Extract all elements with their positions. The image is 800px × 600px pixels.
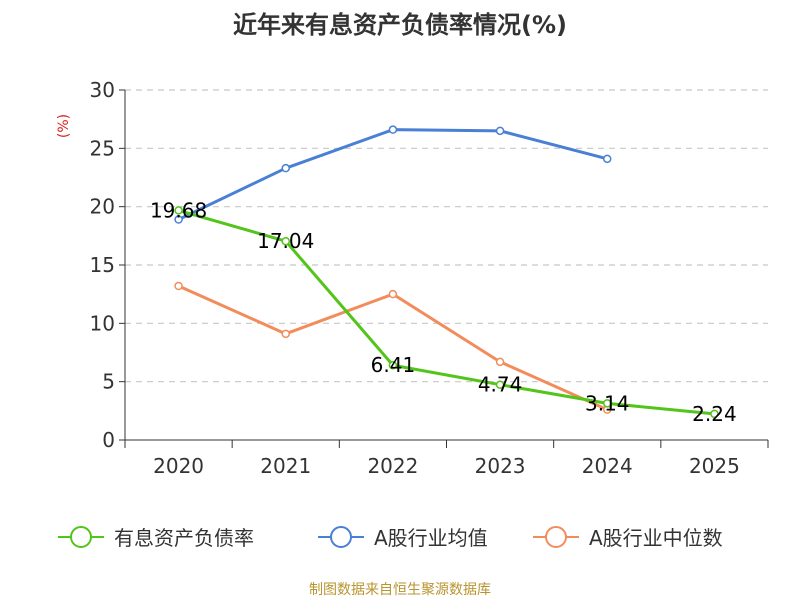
data-point[interactable] — [281, 236, 290, 246]
data-label: 6.41 — [371, 353, 416, 377]
data-point[interactable] — [174, 206, 183, 215]
y-tick-label: 0 — [102, 428, 115, 452]
data-point[interactable] — [495, 380, 505, 389]
data-label: 3.14 — [585, 391, 630, 415]
x-tick-label: 2021 — [260, 454, 311, 478]
legend-item[interactable]: A股行业均值 — [318, 526, 488, 550]
data-label: 2.24 — [692, 402, 737, 426]
y-tick-label: 25 — [90, 136, 115, 160]
data-point[interactable] — [281, 163, 290, 173]
legend-swatch-marker — [545, 526, 567, 548]
gridlines — [125, 89, 768, 383]
x-tick-label: 2022 — [367, 454, 418, 478]
legend-swatch-marker — [70, 526, 92, 548]
chart-title: 近年来有息资产负债率情况(%) — [233, 11, 567, 39]
y-axis-unit-label: (%) — [56, 114, 72, 138]
x-tick-label: 2020 — [153, 454, 204, 478]
series-lines — [174, 125, 719, 419]
data-point[interactable] — [710, 409, 719, 419]
data-point[interactable] — [495, 126, 505, 136]
data-point[interactable] — [281, 329, 290, 339]
data-label: 17.04 — [257, 229, 314, 253]
data-point[interactable] — [388, 125, 398, 134]
legend-swatch-marker — [330, 526, 352, 548]
data-point[interactable] — [388, 289, 398, 299]
data-labels: 19.68 17.04 6.41 4.74 3.14 2.24 — [150, 198, 737, 425]
y-tick-label: 10 — [90, 311, 115, 335]
data-point[interactable] — [603, 399, 612, 408]
data-point[interactable] — [495, 357, 505, 367]
legend-item[interactable]: 有息资产负债率 — [58, 526, 254, 550]
data-point[interactable] — [603, 154, 612, 164]
x-tick-label: 2024 — [582, 454, 633, 478]
y-tick-label: 20 — [90, 195, 115, 219]
x-tick-label: 2023 — [475, 454, 526, 478]
y-tick-label: 30 — [90, 78, 115, 102]
data-label: 19.68 — [150, 198, 207, 222]
data-point[interactable] — [174, 281, 183, 291]
legend[interactable]: 有息资产负债率 A股行业均值 A股行业中位数 — [58, 526, 723, 550]
y-tick-label: 5 — [102, 370, 115, 394]
data-point[interactable] — [174, 215, 183, 224]
x-tick-label: 2025 — [689, 454, 740, 478]
legend-label: A股行业中位数 — [589, 526, 723, 550]
series-line — [177, 208, 716, 416]
series-line — [177, 128, 609, 221]
data-point[interactable] — [388, 360, 398, 370]
legend-item[interactable]: A股行业中位数 — [533, 526, 723, 550]
y-tick-label: 15 — [90, 253, 115, 277]
data-label: 4.74 — [478, 373, 523, 397]
legend-label: 有息资产负债率 — [114, 526, 254, 550]
source-footer: 制图数据来自恒生聚源数据库 — [309, 582, 491, 598]
legend-label: A股行业均值 — [374, 526, 488, 550]
